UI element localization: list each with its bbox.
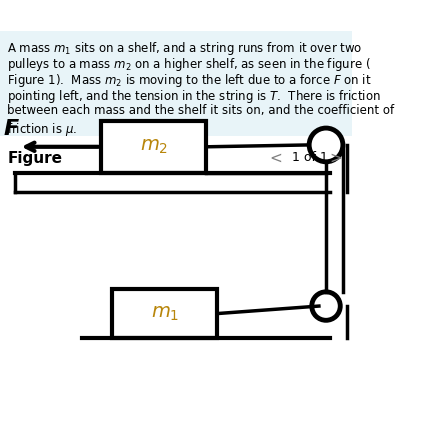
Text: Figure 1).  Mass $m_2$ is moving to the left due to a force $\mathit{F}$ on it: Figure 1). Mass $m_2$ is moving to the l… (7, 72, 372, 89)
Text: $m_1$: $m_1$ (151, 304, 179, 323)
Circle shape (312, 292, 340, 320)
Text: $m_2$: $m_2$ (139, 137, 168, 156)
FancyBboxPatch shape (0, 31, 352, 136)
Text: 1 of 1: 1 of 1 (292, 150, 328, 164)
Bar (101, 121, 206, 173)
Text: A mass $m_1$ sits on a shelf, and a string runs from it over two: A mass $m_1$ sits on a shelf, and a stri… (7, 40, 363, 57)
Text: friction is $\mu$.: friction is $\mu$. (7, 121, 78, 138)
Bar (113, 289, 217, 338)
Circle shape (309, 128, 343, 162)
Text: pulleys to a mass $m_2$ on a higher shelf, as seen in the figure (: pulleys to a mass $m_2$ on a higher shel… (7, 56, 371, 73)
Text: F: F (3, 119, 19, 140)
Text: Figure: Figure (7, 150, 62, 166)
Text: between each mass and the shelf it sits on, and the coefficient of: between each mass and the shelf it sits … (7, 105, 394, 117)
Text: <: < (270, 150, 288, 166)
Text: >: > (330, 150, 343, 166)
Text: pointing left, and the tension in the string is $\mathit{T}$.  There is friction: pointing left, and the tension in the st… (7, 89, 381, 106)
